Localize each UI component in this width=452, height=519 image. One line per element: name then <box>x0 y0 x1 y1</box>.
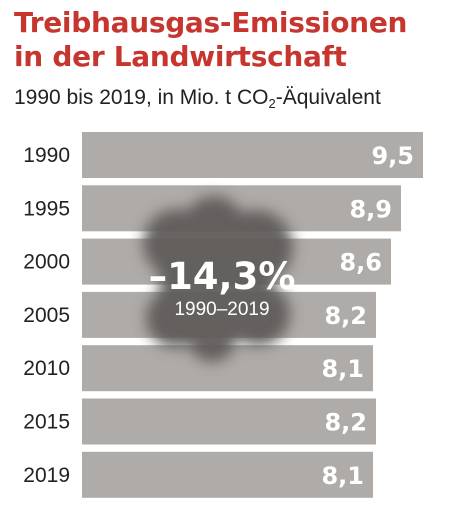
value-label-2005: 8,2 <box>324 302 367 330</box>
value-label-2000: 8,6 <box>339 249 382 277</box>
chart-title-line-1: Treibhausgas-Emissionen <box>14 6 408 39</box>
subtitle-text: 1990 bis 2019, in Mio. t CO <box>14 86 269 109</box>
category-label-2005: 2005 <box>23 304 70 327</box>
value-label-1990: 9,5 <box>371 142 414 170</box>
category-label-2000: 2000 <box>23 251 70 274</box>
category-label-1995: 1995 <box>23 197 70 220</box>
chart-subtitle: 1990 bis 2019, in Mio. t CO2-Äquivalent <box>14 86 381 111</box>
value-label-1995: 8,9 <box>349 195 392 223</box>
subtitle-subscript: 2 <box>268 96 276 111</box>
category-label-1990: 1990 <box>23 144 70 167</box>
chart-title-line-2: in der Landwirtschaft <box>14 40 347 73</box>
category-label-2019: 2019 <box>23 464 70 487</box>
value-label-2019: 8,1 <box>321 462 364 490</box>
reduction-cloud <box>143 196 293 362</box>
bar-2019 <box>82 451 373 498</box>
category-label-2015: 2015 <box>23 411 70 434</box>
reduction-percent: –14,3% <box>149 255 296 298</box>
category-label-2010: 2010 <box>23 357 70 380</box>
reduction-period: 1990–2019 <box>174 299 269 320</box>
value-label-2015: 8,2 <box>324 409 367 437</box>
value-label-2010: 8,1 <box>321 355 364 383</box>
bar-2015 <box>82 398 376 445</box>
chart-title: Treibhausgas-Emissionen in der Landwirts… <box>14 6 407 74</box>
bar-1990 <box>82 132 423 178</box>
subtitle-text-end: -Äquivalent <box>275 86 381 109</box>
